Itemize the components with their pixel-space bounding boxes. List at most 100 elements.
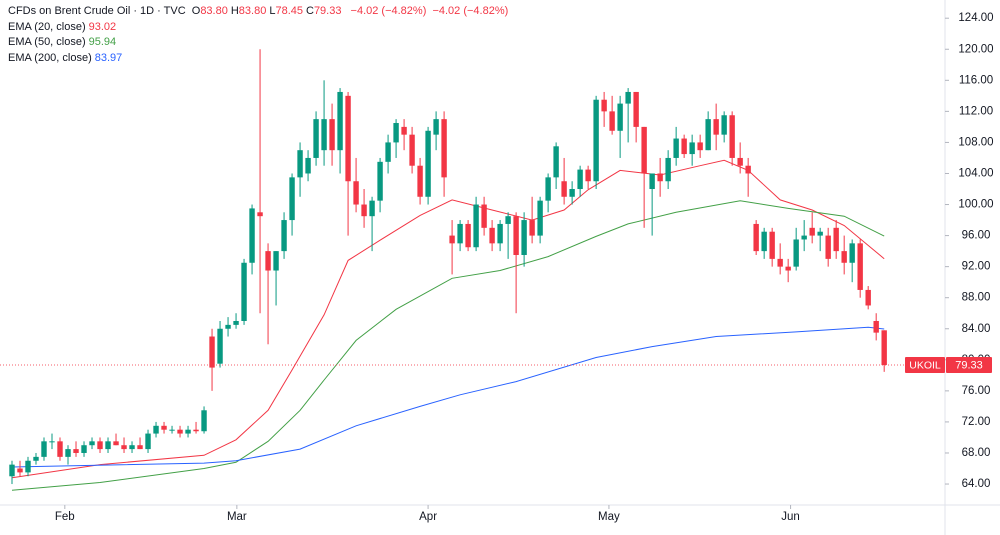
candle-body: [305, 157, 311, 174]
candle-body: [841, 251, 847, 263]
ohlc-value: 79.33: [313, 5, 342, 17]
candle-body: [521, 220, 527, 255]
candle-body: [681, 138, 687, 155]
candle-body: [249, 208, 255, 263]
y-tick-label: 116.00: [959, 74, 993, 86]
x-tick-label: Jun: [781, 511, 800, 523]
candle-body: [737, 157, 743, 166]
candle-body: [761, 231, 767, 252]
candle-body: [217, 328, 223, 364]
candle-body: [809, 227, 815, 236]
candle-body: [673, 138, 679, 158]
candle-body: [457, 223, 463, 244]
indicator-name: EMA (50, close): [8, 36, 86, 48]
candle-body: [417, 165, 423, 197]
x-tick-label: May: [598, 511, 620, 523]
candle-body: [49, 441, 55, 443]
candle-body: [705, 119, 711, 151]
indicator-name: EMA (200, close): [8, 51, 92, 64]
y-tick-label: 88.00: [962, 292, 991, 304]
candle-body: [113, 441, 119, 446]
candle-body: [641, 126, 647, 174]
candle-body: [329, 119, 335, 151]
candle-body: [425, 130, 431, 197]
y-tick-label: 124.00: [958, 12, 993, 24]
ohlc: O83.80 H83.80 L78.45 C79.33: [192, 5, 345, 17]
candle-body: [625, 91, 631, 104]
indicator-legend: EMA (20, close) 93.02 EMA (50, close) 95.94…: [8, 20, 511, 67]
candle-body: [697, 142, 703, 151]
candle-body: [353, 181, 359, 205]
candle-body: [617, 103, 623, 131]
ohlc-value: 83.80: [200, 5, 228, 17]
candle-body: [833, 227, 839, 252]
y-tick-label: 96.00: [962, 230, 991, 242]
change: −4.02 (−4.82%): [350, 5, 427, 17]
candle-body: [321, 119, 327, 151]
candle-body: [81, 445, 87, 453]
symbol-line: CFDs on Brent Crude Oil · 1D · TVC O83.8…: [8, 4, 511, 20]
indicator-row: EMA (20, close) 93.02: [8, 20, 511, 36]
y-tick-label: 92.00: [962, 261, 991, 273]
candle-body: [801, 235, 807, 240]
ohlc-key: H: [230, 5, 239, 17]
candle-body: [97, 441, 103, 450]
symbol-badge: [905, 357, 945, 374]
candle-body: [17, 468, 23, 473]
candle-body: [145, 433, 151, 450]
candle-body: [313, 119, 319, 158]
candle-body: [385, 142, 391, 162]
candle-body: [257, 212, 263, 217]
price-badge: [946, 357, 992, 374]
candle-body: [657, 173, 663, 182]
candle-body: [873, 320, 879, 333]
candle-body: [465, 223, 471, 248]
candle-body: [513, 216, 519, 255]
candle-body: [297, 150, 303, 178]
candle-body: [433, 119, 439, 135]
y-tick-label: 100.00: [958, 199, 993, 211]
candle-body: [241, 262, 247, 321]
indicator-row: EMA (50, close) 95.94: [8, 35, 511, 51]
candle-body: [153, 425, 159, 434]
ohlc-value: 83.80: [238, 5, 267, 17]
y-tick-label: 84.00: [962, 323, 991, 335]
candle-body: [369, 200, 375, 217]
y-tick-label: 76.00: [962, 385, 991, 397]
ema-line: [11, 159, 885, 479]
candle-body: [233, 320, 239, 325]
candle-body: [505, 216, 511, 224]
candle-body: [33, 456, 39, 461]
indicator-value: 95.94: [88, 36, 117, 48]
symbol-label: UKOIL: [909, 359, 941, 371]
indicator-value: 93.02: [88, 20, 117, 33]
candle-body: [473, 204, 479, 248]
symbol-title: CFDs on Brent Crude Oil · 1D · TVC: [8, 5, 186, 17]
candle-body: [225, 324, 231, 329]
candle-body: [193, 429, 199, 432]
y-tick-label: 108.00: [958, 136, 993, 148]
candle-body: [537, 200, 543, 236]
candle-body: [441, 119, 447, 178]
candle-body: [529, 220, 535, 236]
candle-body: [177, 429, 183, 434]
candle-body: [593, 99, 599, 182]
candle-body: [25, 460, 31, 473]
candle-body: [361, 204, 367, 217]
candle-body: [41, 441, 47, 457]
candle-body: [849, 243, 855, 263]
ema-line: [11, 200, 885, 491]
candle-body: [745, 165, 751, 174]
candle-body: [793, 239, 799, 267]
candle-body: [553, 146, 559, 178]
ohlc-key: L: [269, 5, 276, 17]
candle-body: [601, 99, 607, 112]
y-tick-label: 120.00: [958, 43, 993, 55]
y-tick-label: 64.00: [962, 478, 991, 490]
candle-body: [569, 189, 575, 197]
candle-body: [185, 429, 191, 434]
candle-body: [57, 441, 63, 457]
candle-body: [649, 173, 655, 190]
